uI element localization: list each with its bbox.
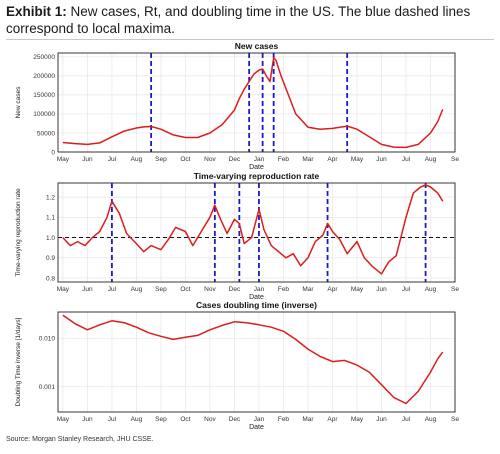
- x-tick-label: Jun: [376, 416, 387, 423]
- x-tick-label: Apr: [327, 416, 338, 423]
- y-axis-label: Time-varying reproduction rate: [15, 188, 22, 277]
- title-divider: [6, 39, 494, 40]
- x-tick-label: Feb: [278, 286, 290, 293]
- chart-title: New cases: [235, 41, 279, 51]
- x-tick-label: Nov: [204, 416, 216, 423]
- x-tick-label: Jan: [254, 286, 265, 293]
- y-tick-label: 250000: [33, 54, 55, 61]
- plot-frame: [57, 182, 456, 283]
- y-tick-label: 0.8: [46, 275, 55, 282]
- x-tick-label: Aug: [131, 286, 143, 293]
- y-tick-label: 200000: [33, 73, 55, 80]
- chart-panel-2: Time-varying reproduction rate May Jun Jul A…: [15, 171, 459, 301]
- y-tick-label: 1.2: [46, 194, 55, 201]
- chart-panel-1: New cases May Jun Jul Aug Sep Oct Nov Dec Jan Feb M…: [15, 41, 459, 171]
- x-tick-label: Feb: [278, 156, 290, 163]
- chart-title: Time-varying reproduction rate: [194, 171, 320, 181]
- y-tick-label: 100000: [33, 111, 55, 118]
- x-tick-label: Jul: [108, 156, 117, 163]
- chart-panel-3: Cases doubling time (inverse) May Jun Jul Au…: [15, 300, 459, 431]
- x-tick-label: Feb: [278, 416, 290, 423]
- series-line: [62, 184, 444, 275]
- x-tick-label: Oct: [180, 156, 190, 163]
- x-tick-label: Aug: [131, 416, 143, 423]
- x-tick-label: Apr: [327, 286, 338, 293]
- y-tick-label: 50000: [37, 130, 55, 137]
- x-tick-label: Jun: [376, 286, 387, 293]
- y-axis-label: Doubling Time inverse [1/days]: [15, 317, 22, 406]
- x-tick-label: Sep: [155, 416, 167, 423]
- x-tick-label: Jan: [254, 156, 265, 163]
- x-tick-label: Nov: [204, 286, 216, 293]
- source-note: Source: Morgan Stanley Research, JHU CSS…: [6, 436, 154, 443]
- chart-title: Cases doubling time (inverse): [196, 300, 317, 310]
- x-tick-label: Se: [451, 286, 459, 293]
- x-tick-label: Jun: [82, 286, 93, 293]
- x-tick-label: May: [351, 416, 364, 423]
- x-tick-label: Jun: [82, 416, 93, 423]
- x-tick-label: Jul: [402, 416, 411, 423]
- x-tick-label: Mar: [302, 286, 314, 293]
- x-tick-label: Nov: [204, 156, 216, 163]
- x-tick-label: May: [57, 286, 70, 293]
- x-tick-label: Jul: [402, 156, 411, 163]
- x-tick-label: Mar: [302, 416, 314, 423]
- x-tick-label: Aug: [425, 286, 437, 293]
- x-tick-label: Jul: [402, 286, 411, 293]
- x-tick-label: Jun: [82, 156, 93, 163]
- x-tick-label: Sep: [155, 156, 167, 163]
- exhibit-label: Exhibit 1:: [6, 4, 67, 19]
- x-tick-label: May: [351, 286, 364, 293]
- x-tick-label: May: [57, 416, 70, 423]
- y-tick-label: 1.0: [46, 235, 55, 242]
- x-tick-label: Sep: [155, 286, 167, 293]
- x-tick-label: Oct: [180, 416, 190, 423]
- x-tick-label: Dec: [229, 416, 241, 423]
- x-tick-label: Oct: [180, 286, 190, 293]
- x-tick-label: Jul: [108, 416, 117, 423]
- x-tick-label: Se: [451, 416, 459, 423]
- x-axis-label: Date: [249, 424, 264, 431]
- x-tick-label: Jun: [376, 156, 387, 163]
- x-tick-label: Mar: [302, 156, 314, 163]
- plot-frame: [57, 52, 456, 153]
- plot-frame: [57, 311, 456, 413]
- exhibit-title-text: New cases, Rt, and doubling time in the …: [6, 4, 471, 36]
- series-line: [62, 56, 444, 149]
- x-tick-label: Jul: [108, 286, 117, 293]
- x-tick-label: Dec: [229, 156, 241, 163]
- series-line: [62, 314, 444, 405]
- x-tick-label: May: [351, 156, 364, 163]
- x-axis-label: Date: [249, 294, 264, 301]
- y-axis-label: New cases: [15, 86, 22, 119]
- x-tick-label: Dec: [229, 286, 241, 293]
- y-tick-label: 0.001: [39, 384, 56, 391]
- x-tick-label: Jan: [254, 416, 265, 423]
- x-tick-label: Aug: [425, 156, 437, 163]
- y-tick-label: 0.010: [39, 336, 56, 343]
- x-tick-label: Apr: [327, 156, 338, 163]
- x-tick-label: Se: [451, 156, 459, 163]
- y-tick-label: 0: [51, 149, 55, 156]
- y-tick-label: 0.9: [46, 255, 55, 262]
- y-tick-label: 150000: [33, 92, 55, 99]
- x-tick-label: Aug: [131, 156, 143, 163]
- x-tick-label: May: [57, 156, 70, 163]
- exhibit-title: Exhibit 1: New cases, Rt, and doubling t…: [6, 3, 494, 37]
- x-tick-label: Aug: [425, 416, 437, 423]
- x-axis-label: Date: [249, 164, 264, 171]
- y-tick-label: 1.1: [46, 215, 55, 222]
